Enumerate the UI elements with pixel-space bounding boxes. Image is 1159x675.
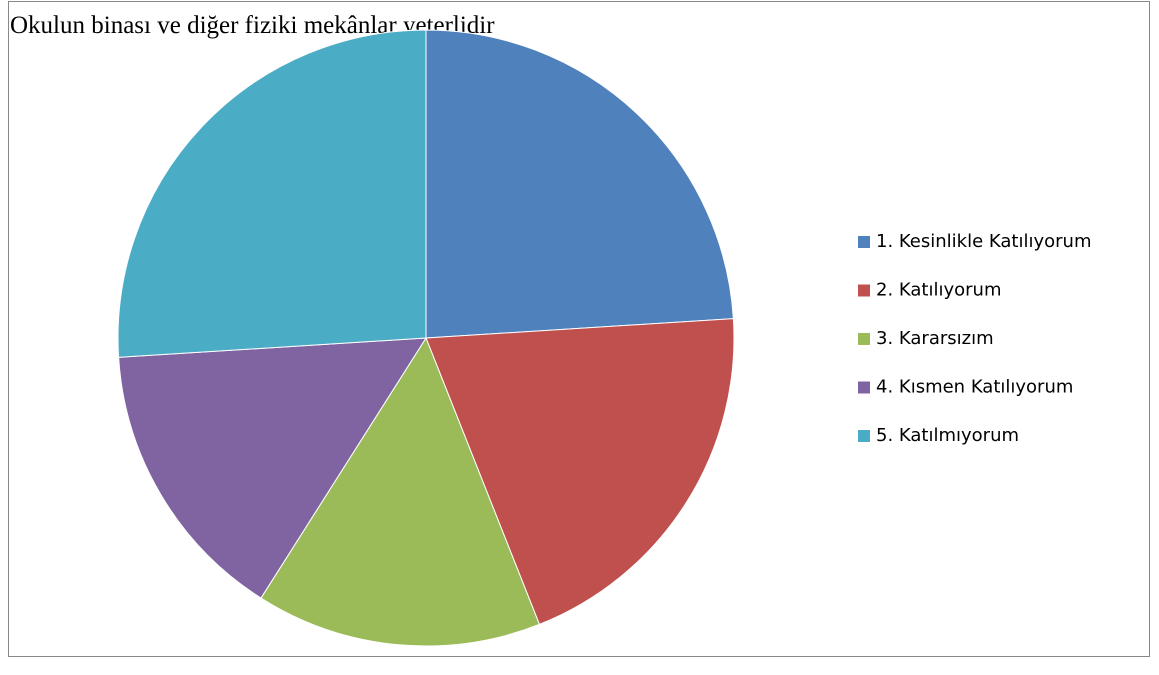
legend-swatch: [858, 430, 870, 442]
legend-label: 1. Kesinlikle Katılıyorum: [876, 231, 1091, 252]
legend-label: 4. Kısmen Katılıyorum: [876, 377, 1073, 398]
pie-slice: [425, 318, 735, 626]
pie-slice: [118, 337, 427, 599]
legend-swatch: [858, 333, 870, 345]
pie-slice: [117, 29, 427, 358]
legend-swatch: [858, 381, 870, 394]
legend-label: 2. Katılıyorum: [876, 280, 1001, 301]
pie-slice: [260, 336, 541, 647]
pie-slice: [425, 29, 734, 339]
legend-swatch: [858, 236, 870, 248]
legend-label: 5. Katılmıyorum: [876, 425, 1019, 446]
legend-swatch: [858, 284, 870, 297]
legend-label: 3. Kararsızım: [876, 328, 994, 349]
